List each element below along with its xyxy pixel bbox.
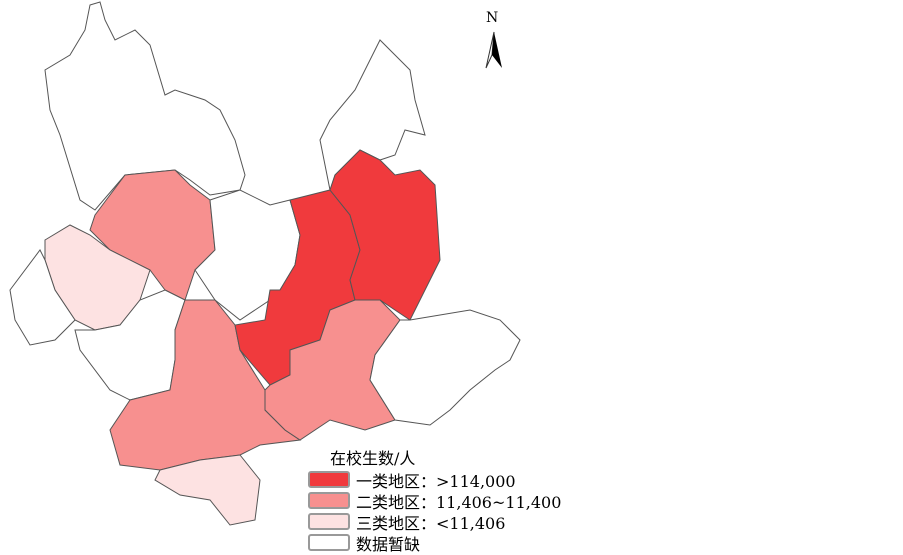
legend-swatch <box>308 534 350 551</box>
legend-label: 一类地区：>114,000 <box>356 471 516 491</box>
legend-title: 在校生数/人 <box>330 449 416 468</box>
legend-label: 数据暂缺 <box>356 534 421 554</box>
legend-item-class2: 二类地区：11,406~11,400 <box>308 490 562 512</box>
region-east-dark <box>329 149 441 321</box>
legend-swatch <box>308 471 350 488</box>
legend-item-class3: 三类地区：<11,406 <box>308 511 561 533</box>
legend-label: 二类地区：11,406~11,400 <box>356 492 562 512</box>
region-southeast-medium <box>264 299 401 441</box>
legend-swatch <box>308 513 350 530</box>
north-label: N <box>486 10 499 26</box>
legend: 在校生数/人 一类地区：>114,000 二类地区：11,406~11,400 … <box>308 449 562 554</box>
legend-label: 三类地区：<11,406 <box>356 513 506 533</box>
legend-swatch <box>308 492 350 509</box>
north-arrow-icon <box>485 31 502 69</box>
region-far-west <box>9 249 76 346</box>
legend-item-class1: 一类地区：>114,000 <box>308 469 561 491</box>
legend-item-no-data: 数据暂缺 <box>308 532 561 554</box>
region-east <box>369 309 521 426</box>
region-south-light <box>154 454 261 526</box>
region-northwest <box>44 1 246 211</box>
